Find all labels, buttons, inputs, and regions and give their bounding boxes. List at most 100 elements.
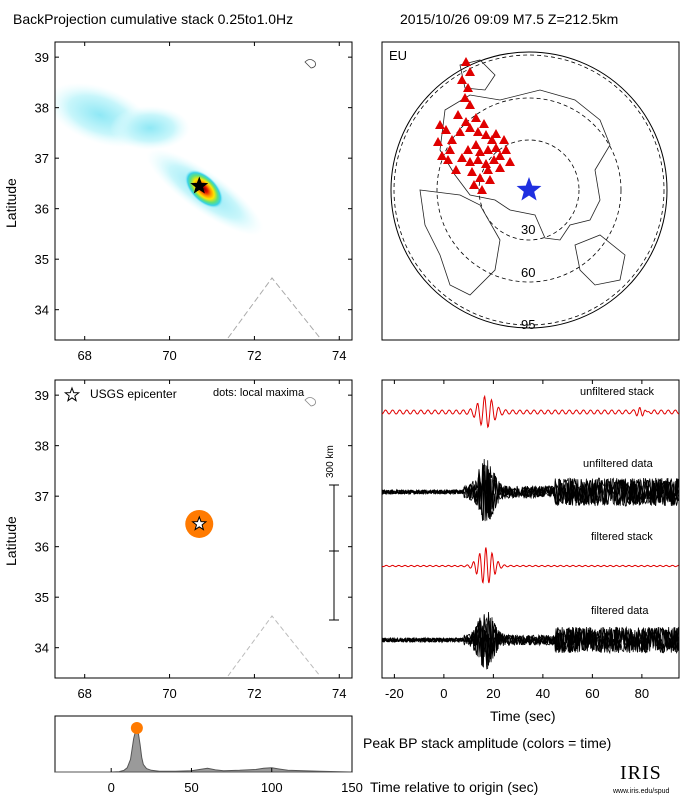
x-tick-label: 0 [440, 686, 447, 701]
station-marker [471, 140, 481, 149]
station-marker [460, 93, 470, 102]
station-marker [455, 127, 465, 136]
station-marker [473, 155, 483, 164]
label-unfiltered-data: unfiltered data [583, 458, 653, 470]
ring-label-60: 60 [521, 265, 536, 280]
station-marker [501, 145, 511, 154]
label-filtered-data: filtered data [591, 605, 649, 617]
station-marker [477, 185, 487, 194]
station-marker [491, 143, 501, 152]
stack-title: BackProjection cumulative stack 0.25to1.… [13, 11, 294, 27]
label-filtered-stack: filtered stack [591, 531, 653, 543]
x-tick-label: 74 [332, 686, 346, 701]
stack-heatmap [55, 59, 321, 339]
station-marker [451, 165, 461, 174]
x-tick-label: 50 [184, 780, 198, 795]
label-unfiltered-stack: unfiltered stack [580, 386, 654, 398]
y-tick-label: 39 [35, 50, 49, 65]
station-marker [475, 173, 485, 182]
iris-url: www.iris.edu/spud [613, 788, 670, 795]
station-markers [433, 57, 515, 194]
x-tick-label: 150 [341, 780, 363, 795]
boundary-line-2 [227, 615, 321, 677]
station-marker [479, 119, 489, 128]
y-tick-label: 39 [35, 388, 49, 403]
ring-95 [393, 54, 665, 326]
station-marker [481, 159, 491, 168]
legend-maxima-label: dots: local maxima [213, 387, 305, 399]
station-marker [441, 125, 451, 134]
station-marker [481, 130, 491, 139]
y-tick-label: 35 [35, 252, 49, 267]
station-marker [495, 151, 505, 160]
station-marker [453, 110, 463, 119]
waveforms-frame [381, 379, 680, 679]
station-marker [461, 117, 471, 126]
energy-hotspot [184, 169, 224, 209]
x-tick-label: 72 [247, 348, 261, 363]
x-tick-label: 40 [536, 686, 550, 701]
station-marker [483, 145, 493, 154]
station-marker [465, 67, 475, 76]
x-tick-label: 68 [77, 348, 91, 363]
legend-star-icon [63, 386, 81, 402]
y-tick-label: 34 [35, 303, 49, 318]
x-tick-label: 72 [247, 686, 261, 701]
peak-amplitude-title: Peak BP stack amplitude (colors = time) [363, 735, 612, 751]
ring-60 [436, 97, 622, 283]
stack-map-panel: 68 70 72 74 34 35 36 37 38 39 [35, 41, 353, 363]
station-marker [485, 175, 495, 184]
y-tick-label: 34 [35, 641, 49, 656]
x-tick-label: 100 [261, 780, 283, 795]
station-marker [461, 57, 471, 66]
station-marker [489, 155, 499, 164]
maxima-map-axes: 68 70 72 74 34 35 36 37 38 39 [35, 380, 352, 701]
amplitude-area [55, 728, 353, 773]
y-tick-label: 35 [35, 590, 49, 605]
x-tick-label: 70 [162, 686, 176, 701]
station-marker [471, 113, 481, 122]
legend-epicenter-label: USGS epicenter [90, 387, 177, 401]
filtered-data-trace [381, 611, 679, 668]
station-marker [487, 135, 497, 144]
station-marker [465, 100, 475, 109]
energy-patch-n [110, 106, 190, 150]
peak-amplitude-frame [54, 715, 353, 773]
epicenter-star-2 [191, 515, 208, 531]
station-marker [457, 75, 467, 84]
waveform-axes: -20 0 20 40 60 80 [385, 380, 649, 701]
station-marker [457, 153, 467, 162]
x-tick-label: 0 [108, 780, 115, 795]
boundary-line [227, 277, 321, 339]
coast-fragment-2 [304, 397, 316, 407]
station-map-frame [381, 41, 680, 341]
scale-bar-label: 300 km [325, 445, 336, 478]
event-title: 2015/10/26 09:09 M7.5 Z=212.5km [400, 11, 619, 27]
iris-logo: IRIS [620, 762, 662, 784]
scale-bar [329, 484, 339, 621]
station-marker [475, 147, 485, 156]
station-map-label: EU [389, 48, 408, 63]
ring-30 [478, 139, 580, 241]
station-marker [499, 135, 509, 144]
x-tick-label: 80 [635, 686, 649, 701]
maxima-map-frame [54, 379, 353, 679]
ring-label-95: 95 [521, 317, 536, 332]
unfiltered-data-trace [381, 470, 679, 522]
station-marker [447, 135, 457, 144]
waveform-traces [381, 394, 680, 670]
globe-outline [390, 51, 668, 329]
station-marker [463, 145, 473, 154]
epicenter-star [190, 176, 209, 194]
station-marker [469, 180, 479, 189]
station-marker [443, 155, 453, 164]
amplitude-peak-marker [130, 722, 143, 734]
station-marker [473, 127, 483, 136]
station-marker [483, 165, 493, 174]
x-tick-label: 20 [486, 686, 500, 701]
amplitude-axes: 0 50 100 150 [108, 768, 363, 795]
y-tick-label: 38 [35, 101, 49, 116]
station-marker [463, 83, 473, 92]
filtered-data-trace [381, 617, 679, 668]
